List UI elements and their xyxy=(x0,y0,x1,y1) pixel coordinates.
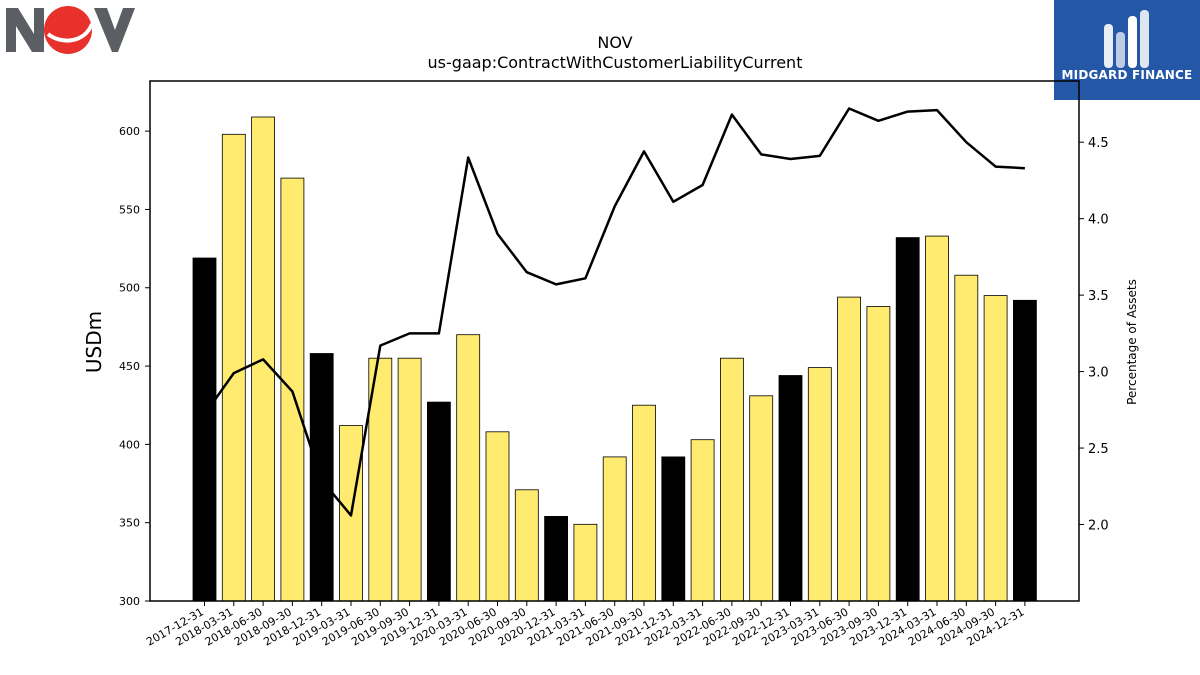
bar xyxy=(807,367,832,602)
chart-subtitle: us-gaap:ContractWithCustomerLiabilityCur… xyxy=(427,53,803,72)
y2-tick-label: 2.5 xyxy=(1088,442,1109,457)
bar xyxy=(661,456,686,602)
bar xyxy=(837,296,861,602)
bar xyxy=(720,357,744,602)
bar xyxy=(983,295,1008,602)
bar xyxy=(192,257,217,602)
bar xyxy=(925,235,949,602)
bar xyxy=(954,274,979,602)
bar xyxy=(690,439,715,602)
y-tick-label: 350 xyxy=(119,517,140,530)
midgard-logo-icon xyxy=(1104,10,1149,68)
bar xyxy=(632,404,656,602)
y2-tick-label: 4.5 xyxy=(1088,136,1109,151)
y2-tick-label: 3.5 xyxy=(1088,289,1109,304)
bar xyxy=(456,334,481,602)
bar xyxy=(1013,299,1037,602)
y-tick-label: 550 xyxy=(119,203,140,216)
y2-tick-label: 4.0 xyxy=(1088,213,1109,228)
y-tick-label: 300 xyxy=(119,595,140,608)
company-logo xyxy=(4,4,136,56)
y-tick-label: 500 xyxy=(119,282,140,295)
bar xyxy=(397,357,422,602)
series-line xyxy=(203,107,1025,517)
bar xyxy=(221,133,246,602)
bar xyxy=(573,523,598,602)
y-tick-label: 400 xyxy=(119,438,140,451)
bar xyxy=(866,306,891,602)
bar xyxy=(778,375,803,602)
bar xyxy=(602,456,627,602)
chart-title: NOV xyxy=(597,33,633,52)
brand-name: MIDGARD FINANCE xyxy=(1061,68,1193,82)
bar xyxy=(895,237,920,602)
y-tick-label: 450 xyxy=(119,360,140,373)
y2-tick-label: 3.0 xyxy=(1088,366,1109,381)
bar xyxy=(749,395,774,602)
y2-tick-label: 2.0 xyxy=(1088,519,1109,534)
bar xyxy=(514,489,539,602)
bar xyxy=(426,401,451,602)
bar xyxy=(280,177,305,602)
bar xyxy=(544,516,568,602)
nov-logo-icon xyxy=(6,6,135,54)
y-tick-label: 600 xyxy=(119,125,140,138)
bar xyxy=(485,431,510,602)
